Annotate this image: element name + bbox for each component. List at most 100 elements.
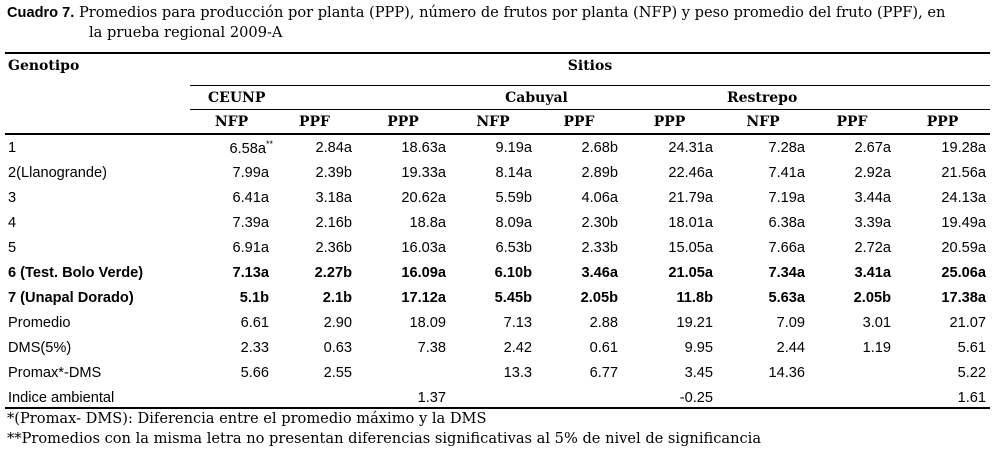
table-row: Indice ambiental 1.37 -0.25 1.61 bbox=[5, 385, 990, 410]
cell-value: 24.31a bbox=[668, 139, 713, 156]
table-cell: 8.14a bbox=[450, 160, 536, 185]
table-cell: 0.61 bbox=[536, 335, 622, 360]
table-cell bbox=[809, 360, 895, 385]
table-row: 4 7.39a 2.16b 18.8a 8.09a 2.30b 18.01a 6.38a 3.3… bbox=[5, 210, 990, 235]
cell-value: 18.63a bbox=[401, 139, 446, 156]
column-header-nfp: NFP bbox=[717, 109, 809, 135]
table-cell: 4.06a bbox=[536, 185, 622, 210]
cell-value: 7.38 bbox=[417, 339, 446, 356]
cell-value: 8.14a bbox=[495, 164, 532, 181]
cell-value: 2.33 bbox=[240, 339, 269, 356]
table-row: DMS(5%) 2.33 0.63 7.38 2.42 0.61 9.95 2.44 1.19 5… bbox=[5, 335, 990, 360]
cell-value: 7.19a bbox=[768, 189, 805, 206]
cell-value: 22.46a bbox=[668, 164, 713, 181]
table-cell: 2.68b bbox=[536, 134, 622, 160]
table-cell: 7.99a bbox=[190, 160, 273, 185]
cell-value: 17.38a bbox=[941, 289, 986, 306]
table-cell: 13.3 bbox=[450, 360, 536, 385]
table-cell: 2.05b bbox=[809, 285, 895, 310]
cell-value: 13.3 bbox=[503, 364, 532, 381]
row-label: 3 bbox=[8, 189, 17, 206]
table-cell: 1.61 bbox=[895, 385, 990, 410]
table-cell: 7.34a bbox=[717, 260, 809, 285]
cell-value: 7.28a bbox=[768, 139, 805, 156]
table-cell: 16.03a bbox=[356, 235, 450, 260]
cell-value: 24.13a bbox=[941, 189, 986, 206]
results-table: Genotipo Sitios CEUNP Cabuyal Restrepo N… bbox=[5, 52, 990, 410]
cell-value: 2.55 bbox=[323, 364, 352, 381]
column-header-ppf: PPF bbox=[273, 109, 356, 135]
column-header-ppf: PPF bbox=[809, 109, 895, 135]
table-cell: 7.39a bbox=[190, 210, 273, 235]
table-cell: 2.1b bbox=[273, 285, 356, 310]
cell-value: 18.8a bbox=[409, 214, 446, 231]
cell-value: 16.03a bbox=[401, 239, 446, 256]
cell-value: 6.53b bbox=[495, 239, 532, 256]
table-cell: 2.92a bbox=[809, 160, 895, 185]
table-cell: 7.38 bbox=[356, 335, 450, 360]
cell-value: 2.89b bbox=[581, 164, 618, 181]
table-cell: 2.89b bbox=[536, 160, 622, 185]
table-cell: 2.33 bbox=[190, 335, 273, 360]
footnote-1: *(Promax- DMS): Diferencia entre el prom… bbox=[7, 410, 487, 427]
table-cell: 17.38a bbox=[895, 285, 990, 310]
row-label: Indice ambiental bbox=[8, 389, 115, 406]
caption-text-line1: Promedios para producción por planta (PP… bbox=[78, 4, 946, 21]
table-cell: 21.05a bbox=[622, 260, 717, 285]
table-row: 1 6.58a** 2.84a 18.63a 9.19a 2.68b 24.31a 7.28a… bbox=[5, 134, 990, 160]
cell-value: 19.33a bbox=[401, 164, 446, 181]
cell-value: 3.39a bbox=[854, 214, 891, 231]
cell-value: 25.06a bbox=[941, 264, 986, 281]
cell-value: 2.39b bbox=[315, 164, 352, 181]
cell-value: 11.8b bbox=[676, 289, 713, 306]
table-bottom-rule bbox=[5, 407, 990, 409]
table-cell: 2.88 bbox=[536, 310, 622, 335]
table-cell: 3.46a bbox=[536, 260, 622, 285]
cell-value: 2.72a bbox=[854, 239, 891, 256]
cell-value: 5.66 bbox=[240, 364, 269, 381]
cell-value: 15.05a bbox=[668, 239, 713, 256]
table-cell: 25.06a bbox=[895, 260, 990, 285]
table-cell: 6.10b bbox=[450, 260, 536, 285]
table-cell: 18.63a bbox=[356, 134, 450, 160]
header-row-sites: Genotipo Sitios bbox=[5, 52, 990, 86]
cell-value: 19.28a bbox=[941, 139, 986, 156]
row-label: 2(Llanogrande) bbox=[8, 164, 107, 181]
table-cell: 20.59a bbox=[895, 235, 990, 260]
table-cell: 18.09 bbox=[356, 310, 450, 335]
table-cell: 1.19 bbox=[809, 335, 895, 360]
table-cell: 6.38a bbox=[717, 210, 809, 235]
table-cell: 2.42 bbox=[450, 335, 536, 360]
table-cell: 2.36b bbox=[273, 235, 356, 260]
cell-value: 3.01 bbox=[862, 314, 891, 331]
table-cell: 5.66 bbox=[190, 360, 273, 385]
table-cell: 2.72a bbox=[809, 235, 895, 260]
table-cell bbox=[356, 360, 450, 385]
table-cell: 3.41a bbox=[809, 260, 895, 285]
table-cell: 19.33a bbox=[356, 160, 450, 185]
table-cell: 2.39b bbox=[273, 160, 356, 185]
table-caption: Cuadro 7. Promedios para producción por … bbox=[7, 3, 992, 43]
column-header-ppp: PPP bbox=[356, 109, 450, 135]
cell-value: 9.19a bbox=[495, 139, 532, 156]
cell-value: 1.61 bbox=[957, 389, 986, 406]
cell-value: 7.99a bbox=[232, 164, 269, 181]
cell-value: 6.10b bbox=[494, 264, 532, 281]
cell-value: 2.84a bbox=[315, 139, 352, 156]
column-header-nfp: NFP bbox=[190, 109, 273, 135]
cell-value: 2.05b bbox=[580, 289, 618, 306]
table-cell: -0.25 bbox=[622, 385, 717, 410]
cell-value: 7.34a bbox=[768, 264, 805, 281]
table-cell: 7.41a bbox=[717, 160, 809, 185]
cell-value: 2.30b bbox=[581, 214, 618, 231]
cell-value: 2.90 bbox=[323, 314, 352, 331]
column-header-ppf: PPF bbox=[536, 109, 622, 135]
table-cell: 24.13a bbox=[895, 185, 990, 210]
cell-value: 6.91a bbox=[232, 239, 269, 256]
cell-value: 3.45 bbox=[684, 364, 713, 381]
table-cell: 6.53b bbox=[450, 235, 536, 260]
cell-value: 1.37 bbox=[417, 389, 446, 406]
row-label: 5 bbox=[8, 239, 17, 256]
footnote-marker: ** bbox=[265, 138, 273, 149]
cell-value: 21.79a bbox=[668, 189, 713, 206]
